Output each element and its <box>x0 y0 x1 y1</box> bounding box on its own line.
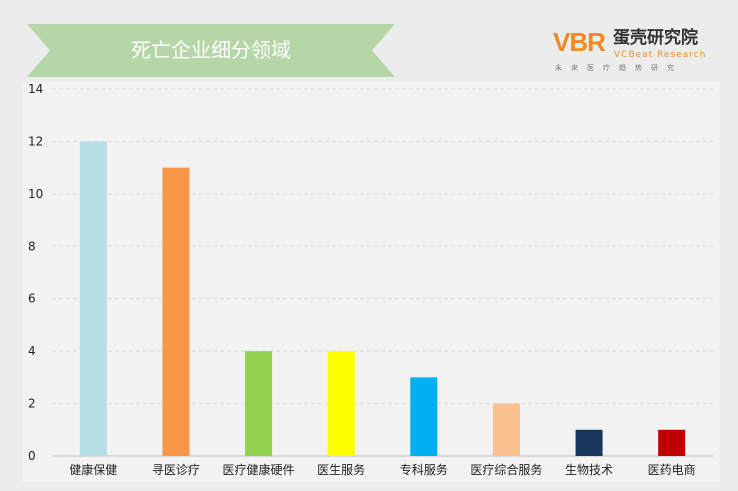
bar <box>245 351 273 456</box>
bar <box>162 167 190 456</box>
logo-english: VCBeat Research <box>614 50 707 60</box>
x-tick-label: 专科服务 <box>400 462 448 477</box>
y-tick-label: 0 <box>28 449 36 463</box>
title-banner <box>27 24 395 77</box>
bar <box>658 429 686 456</box>
y-tick-label: 6 <box>28 292 36 306</box>
vcbeat-logo: VBR 蛋壳研究院 VCBeat Research 未来医疗趋势研究 <box>553 28 733 76</box>
y-tick-label: 2 <box>28 397 36 411</box>
logo-tagline: 未来医疗趋势研究 <box>555 64 683 72</box>
bar <box>410 377 438 456</box>
plot-area <box>22 82 720 482</box>
chart-title: 死亡企业细分领域 <box>131 38 291 62</box>
bar <box>327 351 355 456</box>
x-tick-label: 医生服务 <box>317 462 365 477</box>
logo-name: 蛋壳研究院 <box>613 28 698 48</box>
y-tick-label: 10 <box>28 187 43 201</box>
x-tick-label: 医疗健康硬件 <box>223 462 295 477</box>
x-tick-label: 健康保健 <box>69 462 117 477</box>
x-tick-label: 生物技术 <box>565 463 613 477</box>
y-tick-label: 4 <box>28 344 36 358</box>
x-tick-label: 寻医诊疗 <box>152 463 200 477</box>
y-tick-label: 14 <box>28 82 43 96</box>
bar <box>575 429 603 456</box>
bar <box>79 141 107 456</box>
logo-mark: VBR <box>553 27 606 57</box>
x-tick-label: 医疗综合服务 <box>470 462 542 477</box>
x-tick-label: 医药电商 <box>648 462 696 477</box>
y-tick-label: 8 <box>28 239 36 253</box>
y-tick-label: 12 <box>28 134 43 148</box>
bar <box>492 403 520 456</box>
